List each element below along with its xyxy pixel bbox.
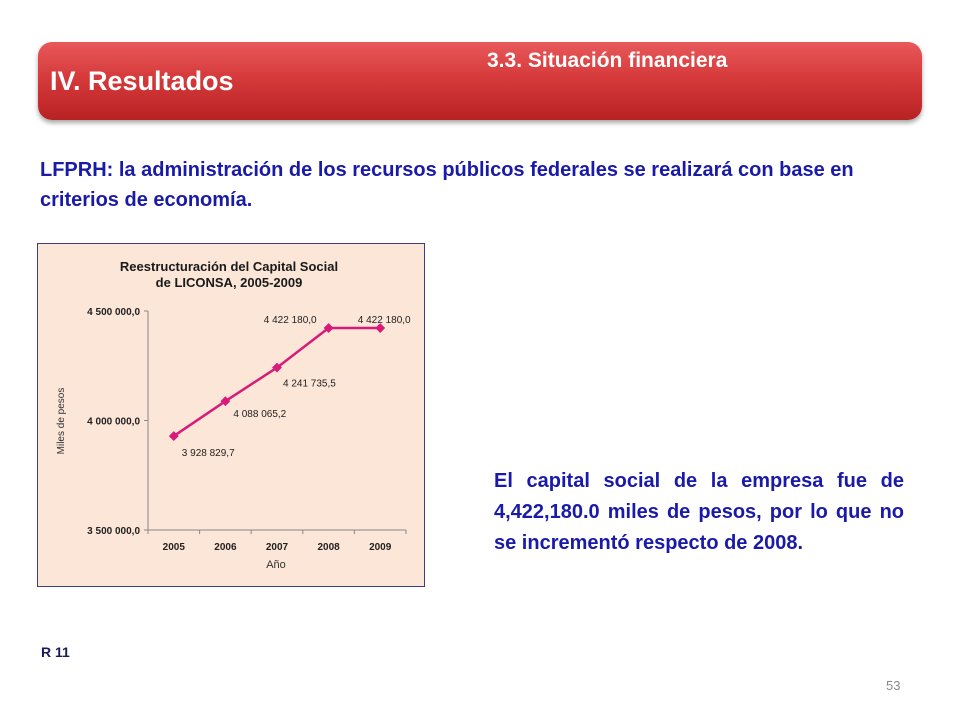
header-banner (38, 42, 922, 120)
data-label: 4 241 735,5 (283, 379, 336, 390)
x-tick-label: 2007 (266, 542, 289, 553)
data-label: 4 088 065,2 (233, 409, 286, 420)
chart-title-line2: de LICONSA, 2005-2009 (156, 275, 303, 290)
y-tick-label: 3 500 000,0 (87, 526, 140, 537)
page-number: 53 (886, 678, 901, 693)
chart-panel: Reestructuración del Capital Social de L… (37, 243, 425, 587)
x-tick-label: 2008 (317, 542, 340, 553)
x-tick-label: 2006 (214, 542, 237, 553)
summary-paragraph: El capital social de la empresa fue de 4… (494, 470, 904, 554)
data-label: 4 422 180,0 (264, 315, 317, 326)
y-tick-label: 4 000 000,0 (87, 417, 140, 428)
x-tick-label: 2005 (163, 542, 186, 553)
section-subtitle: 3.3. Situación financiera (487, 49, 728, 72)
intro-paragraph: LFPRH: la administración de los recursos… (40, 159, 854, 211)
reference-code: R 11 (41, 644, 70, 660)
x-tick-label: 2009 (369, 542, 392, 553)
y-axis-label: Miles de pesos (56, 388, 67, 455)
x-axis-label: Año (266, 559, 286, 571)
y-tick-label: 4 500 000,0 (87, 307, 140, 318)
data-label: 4 422 180,0 (358, 315, 411, 326)
data-label: 3 928 829,7 (182, 448, 235, 459)
data-point (168, 431, 179, 442)
line-chart: Reestructuración del Capital Social de L… (56, 259, 411, 571)
data-point (220, 396, 231, 407)
section-title: IV. Resultados (50, 66, 234, 96)
chart-title-line1: Reestructuración del Capital Social (120, 259, 338, 274)
